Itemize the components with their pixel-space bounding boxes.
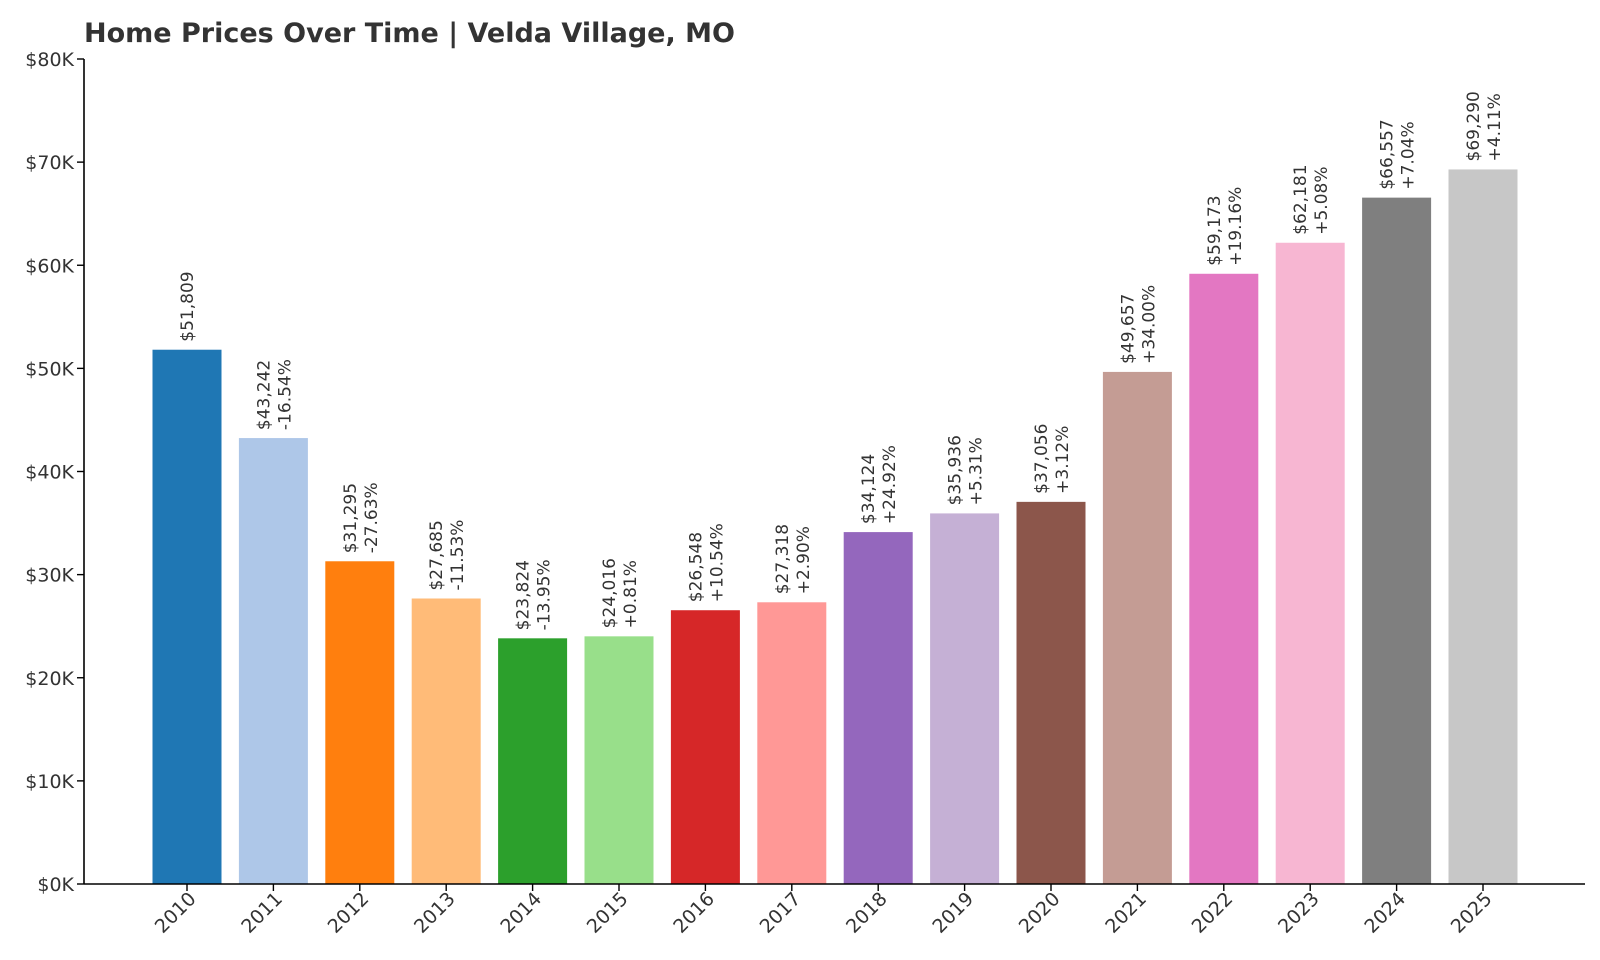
- change-label-2017: +2.90%: [794, 526, 814, 594]
- x-tick-label-2019: 2019: [928, 888, 978, 938]
- bar-2011: [238, 438, 308, 884]
- y-tick-label: $80K: [25, 49, 74, 71]
- y-tick-label: $60K: [25, 255, 74, 277]
- bar-2020: [1016, 501, 1086, 884]
- value-label-2025: $69,290: [1464, 91, 1484, 161]
- x-tick-label-2025: 2025: [1447, 888, 1497, 938]
- bar-2017: [757, 602, 827, 884]
- x-tick-label-2023: 2023: [1274, 888, 1324, 938]
- x-tick-label-2021: 2021: [1101, 888, 1151, 938]
- bar-2015: [584, 636, 654, 884]
- change-label-2020: +3.12%: [1053, 426, 1073, 494]
- y-tick-label: $20K: [25, 668, 74, 690]
- value-label-2021: $49,657: [1118, 294, 1138, 364]
- x-tick-label-2013: 2013: [410, 888, 460, 938]
- bar-2019: [930, 513, 1000, 884]
- x-tick-label-2011: 2011: [237, 888, 287, 938]
- change-label-2018: +24.92%: [880, 445, 900, 524]
- value-label-2020: $37,056: [1032, 424, 1052, 494]
- change-label-2025: +4.11%: [1485, 93, 1505, 161]
- change-label-2012: -27.63%: [362, 482, 382, 553]
- change-label-2019: +5.31%: [967, 437, 987, 505]
- bar-2016: [670, 610, 740, 884]
- value-label-2010: $51,809: [178, 271, 198, 341]
- change-label-2011: -16.54%: [275, 359, 295, 430]
- bar-2010: [152, 349, 222, 884]
- change-label-2023: +5.08%: [1312, 167, 1332, 235]
- bar-2012: [325, 561, 395, 884]
- bar-2013: [411, 598, 481, 884]
- change-label-2022: +19.16%: [1226, 187, 1246, 266]
- bar-2014: [498, 638, 568, 884]
- y-tick-label: $70K: [25, 152, 74, 174]
- y-tick-label: $10K: [25, 771, 74, 793]
- change-label-2015: +0.81%: [621, 560, 641, 628]
- y-tick-label: $50K: [25, 358, 74, 380]
- value-label-2014: $23,824: [514, 560, 534, 630]
- change-label-2024: +7.04%: [1399, 121, 1419, 189]
- chart-title: Home Prices Over Time | Velda Village, M…: [84, 18, 735, 49]
- x-tick-label-2017: 2017: [756, 888, 806, 938]
- value-label-2022: $59,173: [1205, 195, 1225, 265]
- x-tick-label-2018: 2018: [842, 888, 892, 938]
- x-tick-label-2015: 2015: [583, 888, 633, 938]
- value-label-2012: $31,295: [341, 483, 361, 553]
- bar-2025: [1448, 169, 1518, 884]
- bar-2021: [1102, 371, 1172, 884]
- x-tick-label-2016: 2016: [669, 888, 719, 938]
- bar-2018: [843, 532, 913, 884]
- bars-group: [152, 169, 1518, 885]
- change-label-2014: -13.95%: [535, 559, 555, 630]
- value-label-2011: $43,242: [254, 360, 274, 430]
- y-tick-label: $40K: [25, 462, 74, 484]
- value-label-2023: $62,181: [1291, 164, 1311, 234]
- change-label-2016: +10.54%: [707, 523, 727, 602]
- value-label-2019: $35,936: [946, 435, 966, 505]
- x-tick-label-2020: 2020: [1015, 888, 1065, 938]
- bar-2023: [1275, 242, 1345, 885]
- bar-2022: [1189, 273, 1259, 884]
- change-label-2021: +34.00%: [1139, 285, 1159, 364]
- change-label-2013: -11.53%: [448, 520, 468, 591]
- bar-2024: [1362, 197, 1432, 885]
- y-axis: $0K $10K $20K $30K $40K $50K $60K $70K $80K: [25, 49, 85, 896]
- x-tick-label-2022: 2022: [1188, 888, 1238, 938]
- value-label-2018: $34,124: [859, 454, 879, 524]
- value-label-2015: $24,016: [600, 558, 620, 628]
- x-tick-label-2024: 2024: [1360, 888, 1410, 938]
- value-label-2017: $27,318: [773, 524, 793, 594]
- y-tick-label: $30K: [25, 565, 74, 587]
- value-label-2013: $27,685: [427, 520, 447, 590]
- x-tick-label-2012: 2012: [324, 888, 374, 938]
- value-label-2024: $66,557: [1378, 119, 1398, 189]
- y-tick-label: $0K: [37, 874, 74, 896]
- data-labels-group: $51,809 $43,242 -16.54% $31,295 -27.63% $27,6…: [178, 91, 1505, 630]
- x-axis: 2010 2011 2012 2013 2014 2015 2016 2017 2018 2019…: [84, 883, 1585, 938]
- x-tick-label-2010: 2010: [151, 888, 201, 938]
- value-label-2016: $26,548: [686, 532, 706, 602]
- x-tick-label-2014: 2014: [496, 888, 546, 938]
